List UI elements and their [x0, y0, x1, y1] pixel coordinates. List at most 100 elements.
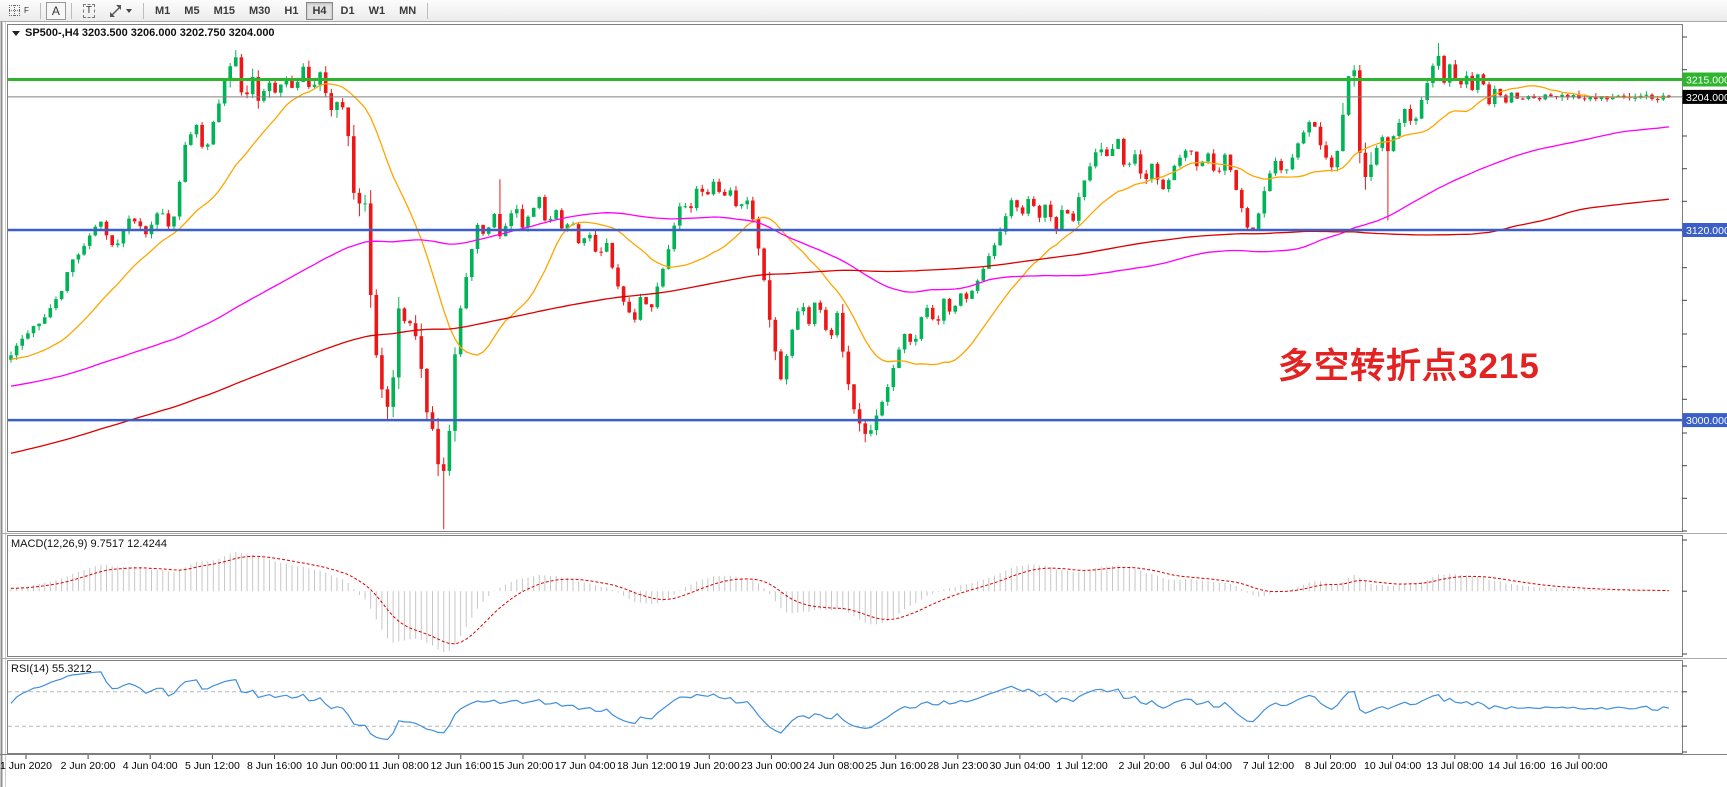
candle-body: [588, 234, 592, 239]
candle-body: [1594, 97, 1598, 99]
time-tick-label: 2 Jun 20:00: [61, 760, 116, 772]
candle-body: [1363, 152, 1368, 177]
candle-body: [340, 102, 345, 108]
candle-body: [357, 192, 362, 204]
candle-body: [9, 355, 13, 360]
candle-body: [812, 302, 817, 324]
candle-body: [767, 280, 772, 320]
candle-body: [953, 305, 957, 312]
candle-body: [110, 235, 114, 246]
candle-body: [1521, 98, 1525, 100]
candle-body: [1060, 210, 1064, 231]
candle-body: [1262, 191, 1267, 214]
pane-splitter-rsi[interactable]: [0, 656, 1727, 661]
arrange-tool-button[interactable]: [103, 2, 138, 20]
timeframe-button-h1[interactable]: H1: [278, 2, 304, 20]
time-tick-label: 19 Jun 20:00: [679, 760, 740, 772]
candle-body: [222, 80, 227, 104]
candle-body: [880, 401, 884, 416]
candle-body: [1459, 80, 1463, 85]
grid-snap-button[interactable]: F: [3, 2, 35, 20]
candle-body: [87, 235, 92, 246]
time-tick-label: 10 Jun 00:00: [306, 760, 367, 772]
candle-body: [245, 92, 249, 95]
candle-body: [683, 206, 688, 208]
candle-body: [1397, 122, 1401, 137]
candle-body: [76, 254, 81, 260]
candle-body: [290, 78, 294, 88]
candle-body: [37, 323, 41, 327]
timeframe-button-h4[interactable]: H4: [306, 1, 333, 20]
text-tool-button[interactable]: A: [45, 1, 66, 20]
time-tick-label: 18 Jun 12:00: [617, 760, 678, 772]
candle-body: [470, 249, 474, 278]
toolbar-separator: [427, 2, 429, 19]
candle-body: [936, 319, 941, 321]
chart-text-annotation[interactable]: 多空转折点3215: [1278, 347, 1540, 386]
candle-body: [509, 213, 513, 227]
candle-body: [1105, 149, 1109, 156]
time-tick-label: 16 Jul 00:00: [1550, 760, 1607, 772]
candle-body: [1020, 207, 1025, 214]
candle-body: [99, 221, 103, 227]
timeframe-button-m1[interactable]: M1: [149, 2, 176, 20]
candle-body: [1127, 163, 1132, 165]
candle-body: [453, 354, 457, 431]
timeframe-button-mn[interactable]: MN: [393, 2, 422, 20]
candle-body: [992, 245, 997, 257]
candle-body: [633, 312, 637, 320]
candle-body: [402, 308, 407, 322]
candle-body: [655, 286, 660, 308]
candle-body: [1425, 83, 1429, 100]
timeframe-button-m30[interactable]: M30: [243, 2, 276, 20]
pane-splitter-macd[interactable]: [0, 531, 1727, 536]
candle-body: [1161, 179, 1165, 190]
timeframe-button-m5[interactable]: M5: [178, 2, 205, 20]
candle-body: [717, 181, 721, 192]
candle-body: [661, 268, 665, 287]
candle-body: [1504, 95, 1508, 103]
candle-body: [790, 329, 794, 356]
candle-body: [1352, 70, 1356, 77]
candle-body: [694, 188, 699, 209]
text-label-tool-button[interactable]: T: [77, 2, 101, 20]
candle-body: [1166, 180, 1171, 190]
timeframe-button-m15[interactable]: M15: [208, 2, 241, 20]
candle-body: [1065, 210, 1070, 214]
candle-body: [599, 251, 603, 253]
candle-body: [801, 307, 806, 312]
candle-body: [1442, 56, 1446, 83]
candle-body: [818, 302, 823, 310]
candle-body: [447, 430, 452, 471]
candle-body: [835, 312, 839, 336]
candle-body: [1195, 151, 1199, 167]
candle-body: [1509, 92, 1514, 103]
candle-body: [751, 200, 755, 220]
candle-body: [1582, 98, 1587, 100]
candle-body: [458, 308, 463, 355]
candle-body: [1374, 147, 1379, 165]
candle-body: [295, 82, 300, 88]
candle-body: [1211, 153, 1216, 171]
candle-body: [1077, 197, 1081, 221]
candle-body: [531, 207, 536, 217]
time-tick-label: 1 Jul 12:00: [1056, 760, 1108, 772]
candle-body: [1240, 189, 1244, 209]
candle-body: [408, 321, 412, 324]
candle-body: [42, 317, 47, 324]
candle-body: [380, 355, 384, 390]
candle-body: [1172, 165, 1177, 181]
time-axis[interactable]: [8, 755, 1682, 775]
price-badge-3120.000-text: 3120.000: [1686, 225, 1727, 237]
time-tick-label: 23 Jun 00:00: [741, 760, 802, 772]
candle-body: [537, 197, 542, 208]
candle-body: [262, 91, 266, 101]
price-axis[interactable]: [1682, 24, 1727, 754]
timeframe-button-w1[interactable]: W1: [363, 2, 392, 20]
timeframe-button-group: M1 M5 M15 M30 H1 H4 D1 W1 MN: [148, 1, 423, 20]
time-tick-label: 28 Jun 23:00: [927, 760, 988, 772]
time-tick-label: 8 Jun 16:00: [247, 760, 302, 772]
timeframe-button-d1[interactable]: D1: [335, 2, 361, 20]
collapse-arrow-icon[interactable]: [12, 31, 20, 36]
